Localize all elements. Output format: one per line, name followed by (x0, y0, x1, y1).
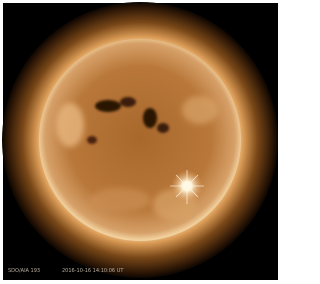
instrument-label: SDO/AIA 193 (8, 268, 40, 274)
sun-image: SDO/AIA 193 2016-10-16 14:10:06 UT (0, 0, 281, 284)
timestamp-label: 2016-10-16 14:10:06 UT (62, 268, 124, 274)
page: SDO/AIA 193 2016-10-16 14:10:06 UT (() =… (0, 0, 281, 284)
